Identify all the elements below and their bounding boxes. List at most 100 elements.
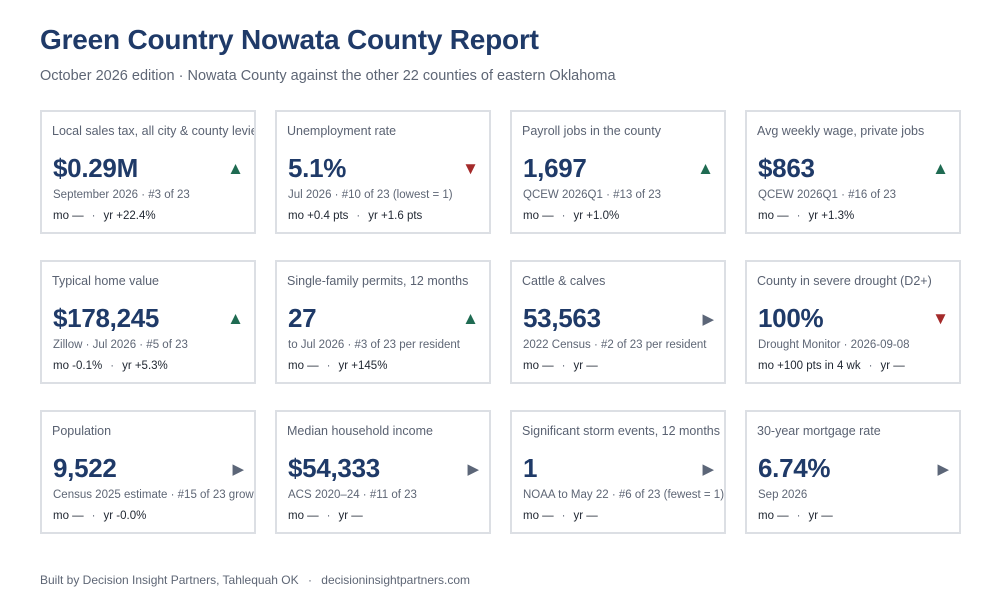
kpi-month-change: mo — [288, 360, 319, 372]
kpi-source-rank: ACS 2020–24 · #11 of 23 [288, 489, 417, 501]
trend-up-icon: ▲ [932, 159, 949, 178]
kpi-value: $863 [758, 153, 815, 183]
kpi-changes: mo — · yr — [523, 510, 598, 522]
kpi-year-change: yr -0.0% [103, 510, 147, 522]
kpi-source-rank: Sep 2026 [758, 489, 808, 501]
kpi-card-grid: Local sales tax, all city & county levie… [40, 110, 961, 534]
kpi-year-change: yr — [573, 360, 598, 372]
kpi-source-rank: to Jul 2026 · #3 of 23 per resident [288, 339, 460, 351]
kpi-month-change: mo — [53, 510, 84, 522]
kpi-year-change: yr +22.4% [103, 210, 156, 222]
kpi-changes: mo +100 pts in 4 wk · yr — [758, 360, 905, 372]
trend-flat-icon: ▶ [467, 461, 479, 478]
kpi-value: 9,522 [53, 453, 117, 483]
change-separator: · [561, 360, 566, 372]
kpi-source-rank: Jul 2026 · #10 of 23 (lowest = 1) [288, 189, 453, 201]
kpi-value: 1,697 [523, 153, 587, 183]
kpi-changes: mo -0.1% · yr +5.3% [53, 360, 168, 372]
kpi-value: 5.1% [288, 153, 347, 183]
kpi-card: Cattle & calves 53,563 ▶ 2022 Census · #2 o… [510, 260, 726, 384]
kpi-month-change: mo +0.4 pts [288, 210, 349, 222]
change-separator: · [796, 210, 801, 222]
change-separator: · [91, 210, 96, 222]
trend-down-icon: ▼ [462, 159, 479, 178]
kpi-month-change: mo — [758, 510, 789, 522]
kpi-card: County in severe drought (D2+) 100% ▼ Droug… [745, 260, 961, 384]
kpi-changes: mo — · yr -0.0% [53, 510, 146, 522]
kpi-value: $54,333 [288, 453, 380, 483]
kpi-year-change: yr — [808, 510, 833, 522]
kpi-card: Avg weekly wage, private jobs $863 ▲ QCEW 2… [745, 110, 961, 234]
page-title: Green Country Nowata County Report [40, 24, 539, 55]
kpi-month-change: mo +100 pts in 4 wk [758, 360, 861, 372]
change-separator: · [796, 510, 801, 522]
trend-flat-icon: ▶ [937, 461, 949, 478]
kpi-source-rank: 2022 Census · #2 of 23 per resident [523, 339, 707, 351]
change-separator: · [91, 510, 96, 522]
kpi-month-change: mo — [523, 210, 554, 222]
kpi-card: Significant storm events, 12 months 1 ▶ NOA… [510, 410, 726, 534]
footer-website-link[interactable]: decisioninsightpartners.com [321, 573, 471, 587]
kpi-label: 30-year mortgage rate [757, 424, 881, 438]
footer-separator: · [307, 573, 312, 587]
footer-credit: Built by Decision Insight Partners, Tahl… [40, 573, 299, 587]
kpi-card: Single-family permits, 12 months 27 ▲ to Ju… [275, 260, 491, 384]
trend-up-icon: ▲ [697, 159, 714, 178]
kpi-changes: mo — · yr +1.3% [758, 210, 854, 222]
kpi-source-rank: Drought Monitor · 2026-09-08 [758, 339, 910, 351]
kpi-label: Local sales tax, all city & county levie… [52, 124, 256, 138]
kpi-card: Unemployment rate 5.1% ▼ Jul 2026 · #10 of … [275, 110, 491, 234]
kpi-changes: mo — · yr — [758, 510, 833, 522]
kpi-source-rank: NOAA to May 22 · #6 of 23 (fewest = 1) [523, 489, 725, 501]
kpi-label: Typical home value [52, 274, 160, 288]
kpi-label: Cattle & calves [522, 274, 606, 288]
kpi-year-change: yr — [338, 510, 363, 522]
kpi-year-change: yr +1.3% [808, 210, 855, 222]
trend-up-icon: ▲ [227, 309, 244, 328]
change-separator: · [868, 360, 873, 372]
kpi-label: Significant storm events, 12 months [522, 424, 721, 438]
kpi-changes: mo +0.4 pts · yr +1.6 pts [288, 210, 422, 222]
kpi-source-rank: Census 2025 estimate · #15 of 23 growth [53, 489, 256, 501]
kpi-label: Payroll jobs in the county [522, 124, 661, 138]
kpi-month-change: mo — [288, 510, 319, 522]
page-subtitle: October 2026 edition · Nowata County aga… [40, 68, 616, 84]
trend-flat-icon: ▶ [232, 461, 244, 478]
change-separator: · [561, 210, 566, 222]
kpi-value: 100% [758, 303, 824, 333]
change-separator: · [356, 210, 361, 222]
kpi-year-change: yr — [573, 510, 598, 522]
kpi-card: Local sales tax, all city & county levie… [40, 110, 256, 234]
kpi-source-rank: QCEW 2026Q1 · #13 of 23 [523, 189, 662, 201]
kpi-label: Population [52, 424, 112, 438]
kpi-month-change: mo -0.1% [53, 360, 103, 372]
kpi-card: 30-year mortgage rate 6.74% ▶ Sep 2026 mo — ·… [745, 410, 961, 534]
kpi-value: 6.74% [758, 453, 831, 483]
change-separator: · [561, 510, 566, 522]
trend-down-icon: ▼ [932, 309, 949, 328]
kpi-label: County in severe drought (D2+) [757, 274, 932, 288]
kpi-card: Median household income $54,333 ▶ ACS 2020–… [275, 410, 491, 534]
kpi-value: $178,245 [53, 303, 160, 333]
kpi-source-rank: QCEW 2026Q1 · #16 of 23 [758, 189, 897, 201]
kpi-changes: mo — · yr +1.0% [523, 210, 619, 222]
kpi-month-change: mo — [523, 510, 554, 522]
kpi-source-rank: Zillow · Jul 2026 · #5 of 23 [53, 339, 188, 351]
kpi-value: $0.29M [53, 153, 138, 183]
kpi-changes: mo — · yr +145% [288, 360, 387, 372]
trend-up-icon: ▲ [227, 159, 244, 178]
change-separator: · [326, 510, 331, 522]
kpi-year-change: yr +1.6 pts [368, 210, 423, 222]
kpi-changes: mo — · yr +22.4% [53, 210, 156, 222]
kpi-year-change: yr +145% [338, 360, 388, 372]
kpi-label: Unemployment rate [287, 124, 397, 138]
kpi-changes: mo — · yr — [523, 360, 598, 372]
footer: Built by Decision Insight Partners, Tahl… [40, 573, 470, 587]
kpi-label: Avg weekly wage, private jobs [757, 124, 925, 138]
kpi-card: Typical home value $178,245 ▲ Zillow · Jul … [40, 260, 256, 384]
trend-flat-icon: ▶ [702, 311, 714, 328]
kpi-source-rank: September 2026 · #3 of 23 [53, 189, 190, 201]
trend-up-icon: ▲ [462, 309, 479, 328]
kpi-month-change: mo — [523, 360, 554, 372]
kpi-label: Median household income [287, 424, 433, 438]
